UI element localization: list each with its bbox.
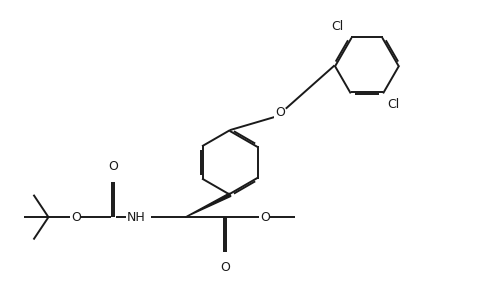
Text: O: O: [108, 160, 118, 173]
Text: O: O: [275, 106, 285, 119]
Text: O: O: [260, 211, 270, 224]
Text: O: O: [220, 261, 230, 274]
Text: Cl: Cl: [331, 20, 343, 33]
Text: O: O: [71, 211, 81, 224]
Text: Cl: Cl: [387, 98, 399, 111]
Polygon shape: [185, 193, 231, 217]
Text: NH: NH: [127, 211, 146, 224]
